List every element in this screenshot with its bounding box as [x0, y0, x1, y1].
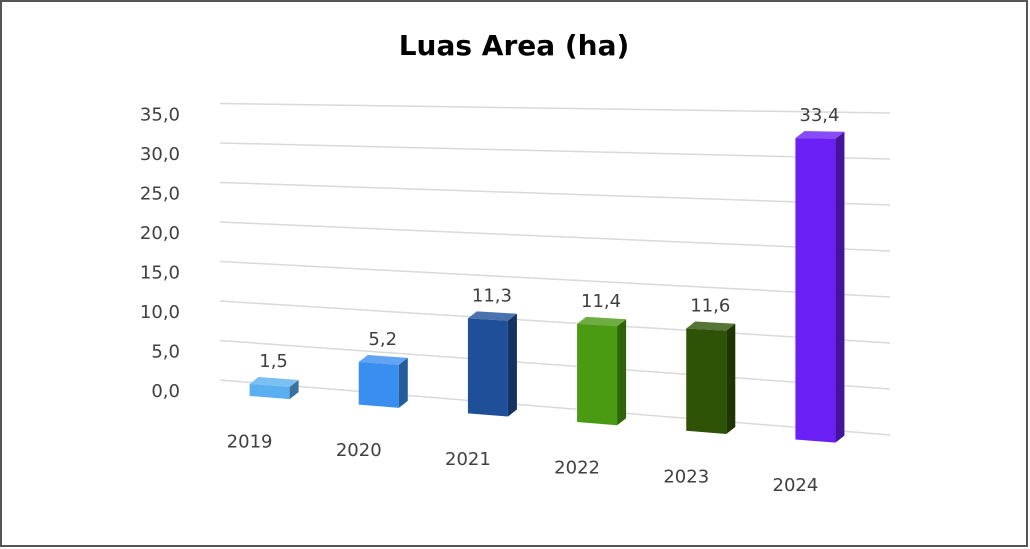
- value-label: 5,2: [368, 329, 397, 350]
- y-tick-label: 5,0: [151, 342, 180, 363]
- bar-top: [686, 321, 736, 331]
- grid-line: [219, 379, 891, 436]
- y-tick-label: 0,0: [151, 381, 180, 402]
- bar-top: [577, 316, 627, 327]
- bar: [467, 311, 517, 417]
- bar: [249, 376, 299, 400]
- bar-side-shade: [289, 380, 299, 400]
- bar: [358, 355, 408, 408]
- x-tick-label: 2024: [773, 475, 819, 496]
- bar-top-shade: [577, 316, 627, 327]
- bar-front: [577, 323, 618, 426]
- bar-top-shade: [686, 321, 736, 331]
- bar-top-shade: [249, 376, 299, 388]
- bar-side: [398, 357, 408, 408]
- x-tick-label: 2023: [663, 466, 709, 487]
- y-tick-label: 10,0: [140, 302, 180, 323]
- bar-side-shade: [835, 131, 845, 443]
- grid-line: [219, 300, 891, 344]
- bar-front: [467, 318, 508, 417]
- value-label: 33,4: [799, 105, 839, 126]
- bar-top: [358, 355, 408, 365]
- x-tick-label: 2020: [336, 440, 382, 461]
- bar-side: [726, 323, 736, 434]
- bar-side-shade: [507, 313, 517, 417]
- y-tick-label: 25,0: [140, 184, 180, 205]
- grid-line: [219, 181, 891, 206]
- bar-side: [617, 319, 627, 426]
- chart-title: Luas Area (ha): [399, 29, 630, 62]
- x-tick-label: 2022: [554, 458, 600, 479]
- x-tick-label: 2019: [227, 432, 273, 453]
- grid-line: [219, 260, 891, 298]
- bar-side-shade: [726, 323, 736, 434]
- bar-top-shade: [358, 355, 408, 365]
- grid-line: [219, 339, 891, 390]
- bar-top: [795, 131, 845, 139]
- grid-line: [219, 221, 891, 252]
- value-label: 1,5: [259, 351, 288, 372]
- bar-top: [249, 376, 299, 388]
- bar-front: [795, 138, 836, 443]
- bar-top-shade: [467, 311, 517, 321]
- bar-top: [467, 311, 517, 321]
- bar: [577, 316, 627, 426]
- y-tick-label: 35,0: [140, 105, 180, 126]
- value-label: 11,4: [581, 291, 621, 312]
- y-tick-label: 20,0: [140, 223, 180, 244]
- y-tick-label: 15,0: [140, 263, 180, 284]
- grid-line: [219, 102, 891, 114]
- x-tick-label: 2021: [445, 449, 491, 470]
- bar-top-shade: [795, 131, 845, 139]
- bar-front: [249, 383, 290, 400]
- bar-side-shade: [617, 319, 627, 426]
- bar: [795, 131, 845, 443]
- bar-side: [289, 380, 299, 400]
- bar-side-shade: [398, 357, 408, 408]
- value-label: 11,6: [690, 295, 730, 316]
- bar-front: [686, 328, 727, 434]
- value-label: 11,3: [472, 285, 512, 306]
- bar-side: [835, 131, 845, 443]
- bar-side: [507, 313, 517, 417]
- bar: [686, 321, 736, 434]
- bar-front: [358, 362, 399, 408]
- y-tick-label: 30,0: [140, 144, 180, 165]
- grid-line: [219, 142, 891, 160]
